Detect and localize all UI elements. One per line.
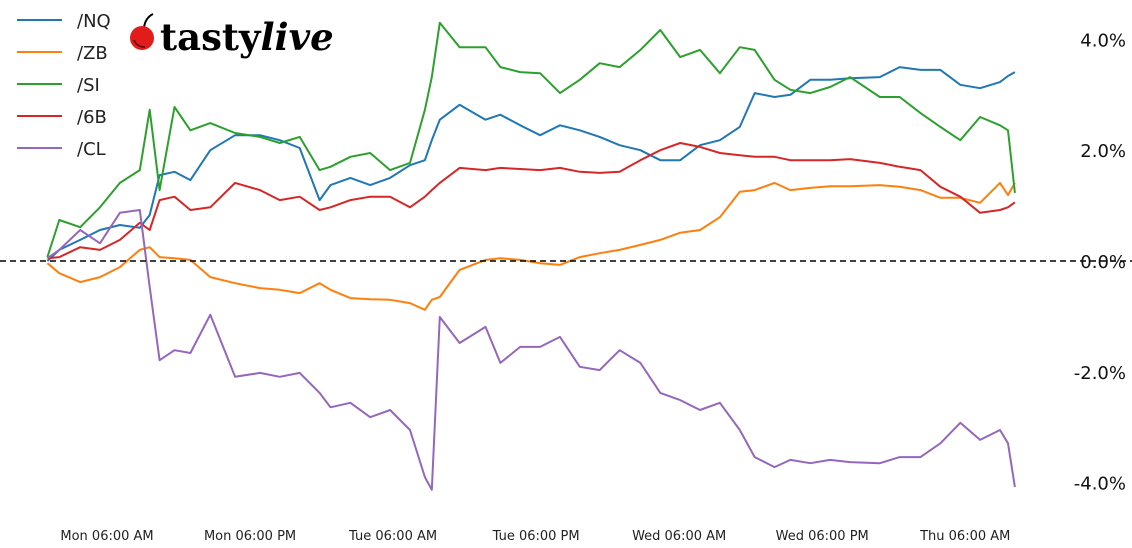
legend-label: /SI — [77, 75, 100, 96]
cherry-stem-icon — [143, 13, 154, 29]
y-tick-label: -2.0% — [1074, 363, 1126, 384]
series-line-si — [46, 21, 1016, 258]
x-tick-label: Tue 06:00 AM — [348, 529, 437, 544]
legend-label: /NQ — [77, 11, 111, 32]
x-tick-label: Mon 06:00 AM — [60, 529, 153, 544]
logo-text-plain: tasty — [160, 15, 262, 59]
x-tick-label: Wed 06:00 PM — [776, 529, 869, 544]
series-line-6b — [47, 142, 1016, 260]
x-tick-label: Tue 06:00 PM — [492, 529, 580, 544]
series-layer — [46, 21, 1016, 491]
series-line-cl — [46, 209, 1016, 491]
series-line-nq — [46, 66, 1016, 262]
x-axis-ticks: Mon 06:00 AM Mon 06:00 PM Tue 06:00 AM Tue … — [60, 529, 1010, 544]
y-tick-label: 2.0% — [1080, 141, 1126, 162]
logo-text-italic: live — [261, 15, 334, 59]
legend-label: /6B — [77, 107, 107, 128]
y-tick-label: 4.0% — [1080, 30, 1126, 51]
cherry-highlight-icon — [133, 39, 146, 48]
y-tick-label: -4.0% — [1074, 474, 1126, 495]
legend-label: /ZB — [77, 43, 108, 64]
x-tick-label: Thu 06:00 AM — [919, 529, 1010, 544]
series-line-zb — [46, 181, 1016, 311]
tastylive-logo: tastylive — [130, 13, 334, 59]
x-tick-label: Wed 06:00 AM — [632, 529, 726, 544]
y-tick-label: 0.0% — [1080, 252, 1126, 273]
y-axis-ticks: 4.0% 2.0% 0.0% -2.0% -4.0% — [1074, 30, 1126, 494]
logo-wordmark: tastylive — [160, 15, 334, 59]
legend-label: /CL — [77, 139, 106, 160]
legend: /NQ/ZB/SI/6B/CL — [17, 11, 111, 160]
x-tick-label: Mon 06:00 PM — [204, 529, 296, 544]
